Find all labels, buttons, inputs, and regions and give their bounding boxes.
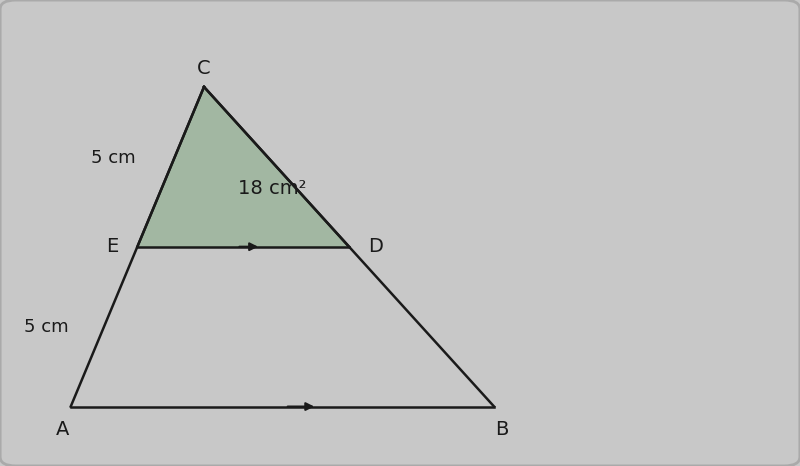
- Polygon shape: [138, 87, 349, 247]
- Text: D: D: [368, 237, 382, 256]
- Text: A: A: [56, 420, 70, 439]
- Text: C: C: [197, 59, 211, 78]
- Text: 18 cm²: 18 cm²: [238, 179, 306, 199]
- Text: B: B: [495, 420, 509, 439]
- Text: E: E: [106, 237, 118, 256]
- Text: 5 cm: 5 cm: [24, 318, 69, 336]
- Text: 5 cm: 5 cm: [90, 149, 135, 167]
